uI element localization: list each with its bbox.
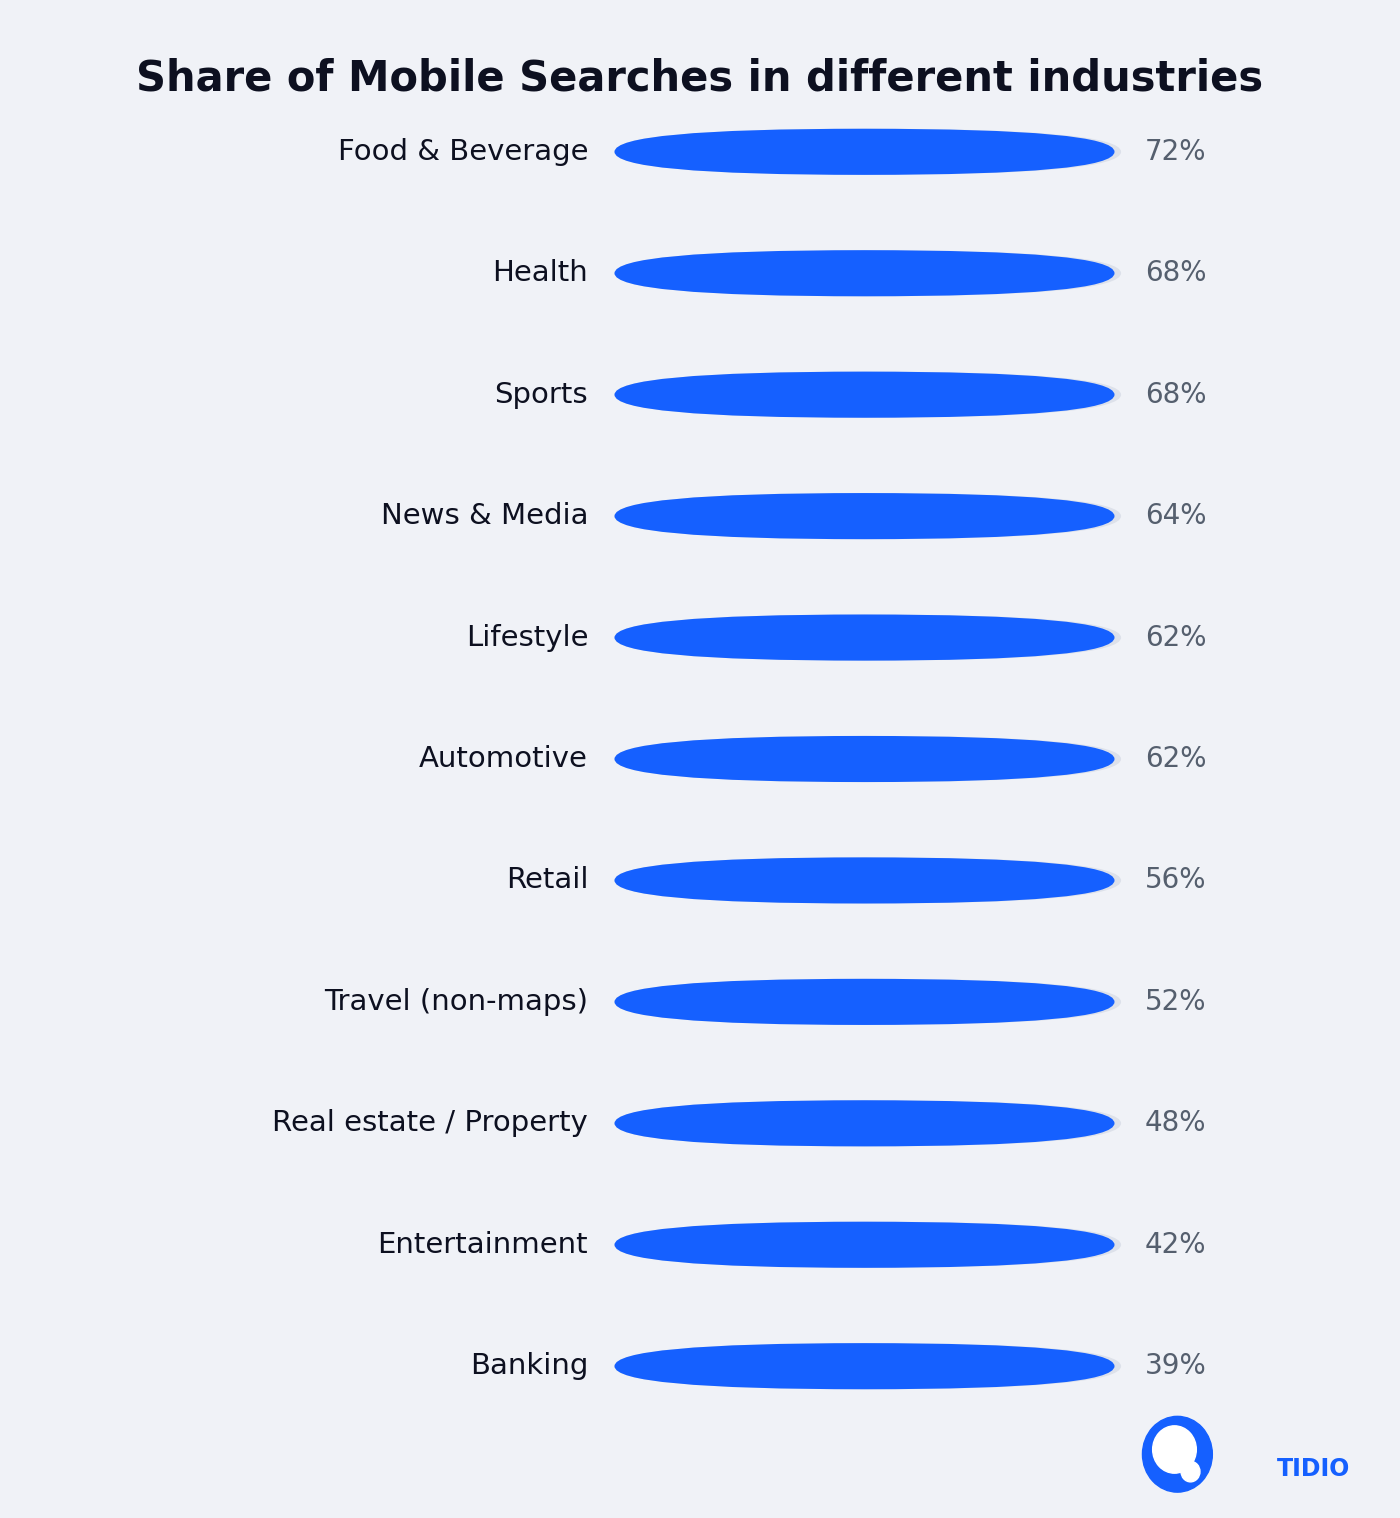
Text: 64%: 64% <box>1145 502 1207 530</box>
Circle shape <box>1142 1416 1212 1492</box>
FancyBboxPatch shape <box>615 129 1121 175</box>
Text: Travel (non-maps): Travel (non-maps) <box>325 988 588 1016</box>
FancyBboxPatch shape <box>615 1343 1114 1389</box>
Text: Real estate / Property: Real estate / Property <box>272 1110 588 1137</box>
FancyBboxPatch shape <box>615 1343 1121 1389</box>
Text: 42%: 42% <box>1145 1231 1207 1258</box>
FancyBboxPatch shape <box>615 372 1114 417</box>
Circle shape <box>1152 1425 1197 1472</box>
FancyBboxPatch shape <box>615 1101 1114 1146</box>
Text: Banking: Banking <box>470 1353 588 1380</box>
FancyBboxPatch shape <box>615 615 1114 660</box>
Text: Health: Health <box>493 260 588 287</box>
Text: Share of Mobile Searches in different industries: Share of Mobile Searches in different in… <box>136 58 1264 100</box>
Text: 52%: 52% <box>1145 988 1207 1016</box>
FancyBboxPatch shape <box>615 736 1121 782</box>
FancyBboxPatch shape <box>615 858 1121 903</box>
FancyBboxPatch shape <box>615 615 1121 660</box>
FancyBboxPatch shape <box>615 979 1121 1025</box>
Text: 48%: 48% <box>1145 1110 1207 1137</box>
Circle shape <box>1182 1462 1200 1482</box>
FancyBboxPatch shape <box>615 493 1114 539</box>
FancyBboxPatch shape <box>615 736 1114 782</box>
Text: Retail: Retail <box>505 867 588 894</box>
Text: 68%: 68% <box>1145 260 1207 287</box>
FancyBboxPatch shape <box>615 493 1121 539</box>
FancyBboxPatch shape <box>615 250 1114 296</box>
Text: 62%: 62% <box>1145 745 1207 773</box>
Text: Sports: Sports <box>494 381 588 408</box>
Text: 72%: 72% <box>1145 138 1207 165</box>
FancyBboxPatch shape <box>615 1222 1114 1268</box>
Text: 68%: 68% <box>1145 381 1207 408</box>
Text: 39%: 39% <box>1145 1353 1207 1380</box>
Text: Automotive: Automotive <box>419 745 588 773</box>
Text: Lifestyle: Lifestyle <box>466 624 588 651</box>
FancyBboxPatch shape <box>615 1101 1121 1146</box>
Text: 56%: 56% <box>1145 867 1207 894</box>
Text: News & Media: News & Media <box>381 502 588 530</box>
FancyBboxPatch shape <box>615 1222 1121 1268</box>
FancyBboxPatch shape <box>615 979 1114 1025</box>
Text: TIDIO: TIDIO <box>1277 1457 1350 1482</box>
Text: Entertainment: Entertainment <box>378 1231 588 1258</box>
FancyBboxPatch shape <box>615 129 1114 175</box>
Text: Food & Beverage: Food & Beverage <box>337 138 588 165</box>
Text: 62%: 62% <box>1145 624 1207 651</box>
FancyBboxPatch shape <box>615 250 1121 296</box>
FancyBboxPatch shape <box>615 858 1114 903</box>
FancyBboxPatch shape <box>615 372 1121 417</box>
